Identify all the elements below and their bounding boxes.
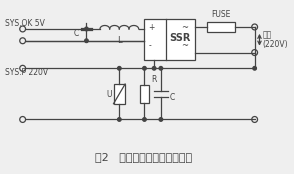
- Text: R: R: [151, 75, 157, 84]
- Circle shape: [118, 66, 121, 70]
- Bar: [113, 84, 125, 104]
- Text: FUSE: FUSE: [212, 10, 231, 19]
- Circle shape: [159, 66, 163, 70]
- Text: C: C: [170, 93, 175, 102]
- Text: ~: ~: [181, 41, 188, 50]
- Text: C: C: [74, 29, 79, 38]
- Circle shape: [118, 118, 121, 121]
- Circle shape: [143, 118, 146, 121]
- Text: 输出
(220V): 输出 (220V): [262, 30, 288, 49]
- Text: SSR: SSR: [169, 33, 191, 43]
- Text: -: -: [148, 41, 151, 50]
- Text: L: L: [117, 36, 122, 45]
- Bar: [144, 19, 195, 60]
- Circle shape: [85, 39, 88, 42]
- Text: ~: ~: [181, 23, 188, 32]
- Text: +: +: [148, 23, 155, 32]
- Circle shape: [152, 66, 156, 70]
- Bar: [140, 85, 149, 103]
- Circle shape: [143, 66, 146, 70]
- Text: U: U: [106, 90, 112, 99]
- Text: SYS.OK 5V: SYS.OK 5V: [5, 19, 45, 28]
- Circle shape: [85, 27, 88, 31]
- Text: SYS.P 220V: SYS.P 220V: [5, 68, 49, 77]
- Circle shape: [159, 118, 163, 121]
- Text: 图2   功放电源控制器电原理图: 图2 功放电源控制器电原理图: [95, 152, 192, 162]
- Circle shape: [253, 66, 256, 70]
- Bar: [207, 22, 235, 32]
